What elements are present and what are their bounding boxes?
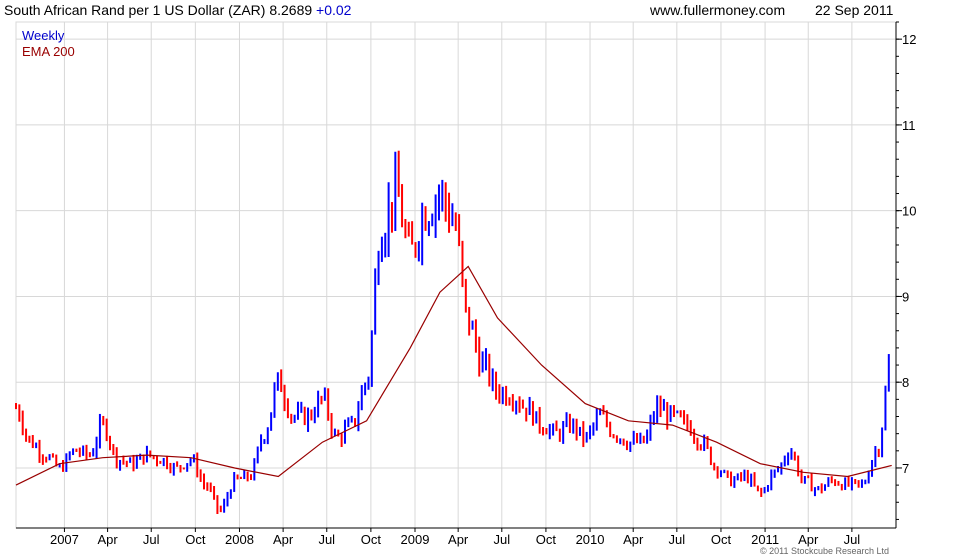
copyright-text: © 2011 Stockcube Research Ltd [760, 546, 890, 556]
x-tick-label: 2011 [751, 532, 779, 547]
x-tick-label: Jul [669, 532, 686, 547]
x-tick-label: Jul [318, 532, 335, 547]
x-tick-label: Jul [844, 532, 861, 547]
x-tick-label: 2009 [401, 532, 430, 547]
ema-line [15, 265, 892, 486]
x-tick-label: Oct [536, 532, 557, 547]
y-tick-label: 9 [902, 289, 909, 304]
plot-area [15, 21, 897, 529]
x-tick-label: 2008 [225, 532, 254, 547]
y-tick-label: 10 [902, 204, 916, 219]
chart-date: 22 Sep 2011 [815, 2, 894, 18]
site-url[interactable]: www.fullermoney.com [650, 2, 786, 18]
x-tick-label: 2007 [50, 532, 79, 547]
title-label: South African Rand per 1 US Dollar (ZAR)… [4, 2, 313, 18]
x-tick-label: Apr [623, 532, 644, 547]
x-tick-label: 2010 [576, 532, 605, 547]
x-tick-label: Oct [185, 532, 206, 547]
y-tick-label: 12 [902, 32, 916, 47]
change-value: +0.02 [316, 2, 352, 18]
legend-weekly: Weekly [22, 28, 65, 43]
x-tick-label: Jul [493, 532, 510, 547]
x-tick-label: Oct [711, 532, 732, 547]
chart-title: South African Rand per 1 US Dollar (ZAR)… [4, 0, 351, 20]
y-tick-label: 11 [902, 118, 916, 133]
x-tick-label: Apr [798, 532, 819, 547]
x-tick-label: Jul [143, 532, 160, 547]
legend-ema: EMA 200 [22, 44, 75, 59]
x-tick-label: Oct [361, 532, 382, 547]
x-tick-label: Apr [97, 532, 118, 547]
x-tick-label: Apr [448, 532, 469, 547]
x-tick-label: Apr [273, 532, 294, 547]
y-tick-label: 8 [902, 375, 909, 390]
y-tick-label: 7 [902, 461, 909, 476]
